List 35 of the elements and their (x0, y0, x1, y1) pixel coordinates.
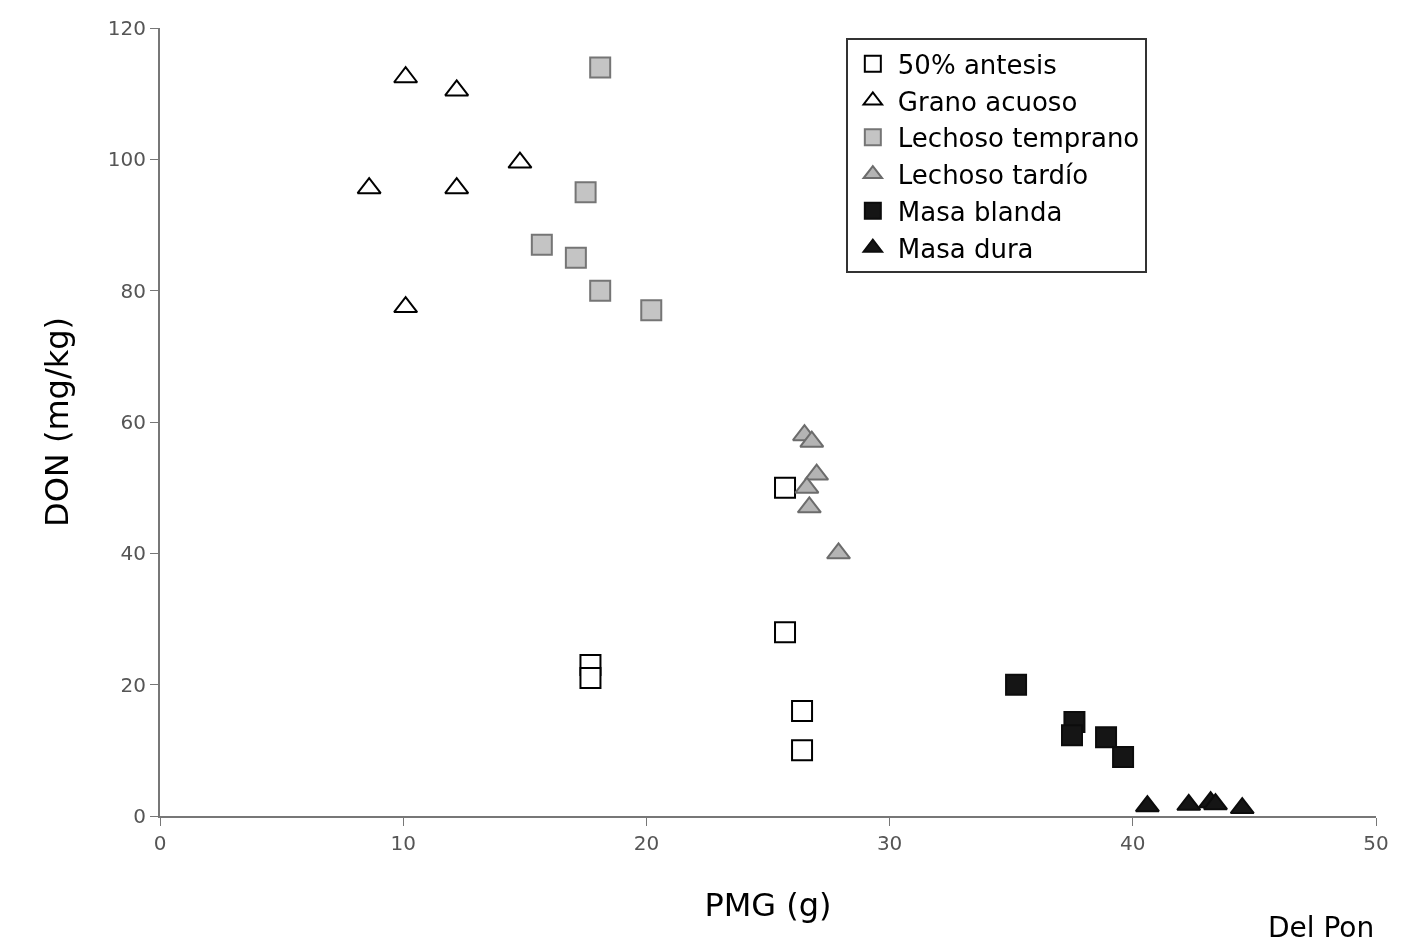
x-tick-label: 0 (153, 831, 167, 855)
legend-label: Grano acuoso (897, 86, 1078, 117)
point (1061, 724, 1083, 747)
legend-label: Lechoso tardío (897, 160, 1089, 191)
legend-label: Masa blanda (897, 196, 1063, 227)
x-tick-label: 40 (1120, 831, 1146, 855)
x-tick-label: 10 (390, 831, 416, 855)
y-axis-title: DON (mg/kg) (37, 316, 76, 528)
text: Del Pon (1268, 911, 1375, 944)
point (589, 279, 612, 302)
point (1112, 745, 1135, 768)
x-tick-label: 20 (633, 831, 660, 855)
x-axis-title: PMG (g) (704, 886, 832, 925)
legend-label: Masa dura (897, 233, 1034, 264)
point (564, 246, 587, 269)
point (774, 621, 797, 644)
point (640, 299, 663, 322)
y-tick-label: 100 (107, 147, 146, 172)
point (530, 233, 553, 256)
point (791, 699, 814, 722)
legend-label: Lechoso temprano (897, 123, 1140, 154)
point (791, 739, 814, 762)
point (579, 667, 602, 690)
point (1095, 726, 1118, 749)
y-tick-label: 40 (120, 541, 146, 566)
x-tick-label: 30 (876, 831, 903, 855)
y-tick-label: 0 (133, 804, 146, 828)
y-tick-label: 80 (120, 278, 146, 303)
point (1005, 673, 1028, 696)
point (774, 476, 797, 499)
y-tick-label: 60 (120, 410, 146, 434)
y-tick-label: 20 (120, 672, 146, 697)
x-tick-label: 50 (1363, 831, 1389, 855)
legend-label: 50% antesis (897, 49, 1057, 80)
y-tick-label: 120 (107, 16, 146, 40)
